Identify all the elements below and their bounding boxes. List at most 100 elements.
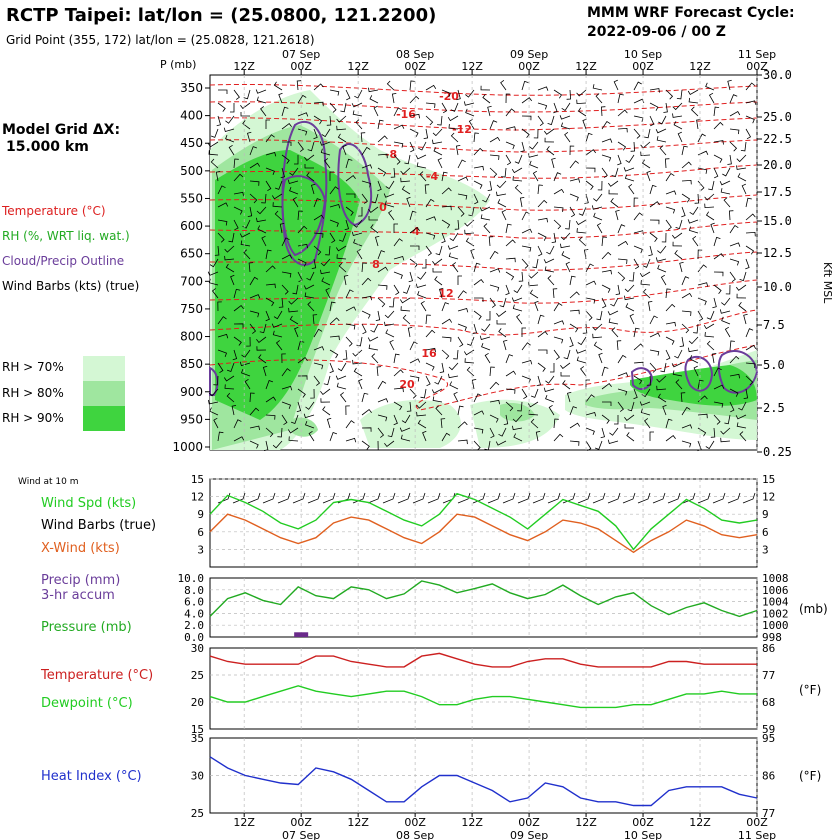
wind-barb <box>457 275 462 285</box>
wind-barb <box>457 290 467 299</box>
wind-barb <box>569 145 575 156</box>
wind-barb <box>601 284 611 293</box>
wind-barb <box>233 89 240 100</box>
wind-barb <box>373 105 379 117</box>
wind-barb <box>657 245 667 254</box>
wind-barb <box>246 336 251 347</box>
wind-barb <box>393 238 403 247</box>
wind-barb <box>249 440 259 449</box>
wind-barb <box>213 417 219 429</box>
wind-barb <box>537 314 545 325</box>
wind-barb <box>664 158 670 169</box>
rh-region-4 <box>470 399 560 448</box>
wind-barb <box>233 436 245 442</box>
wind-barb <box>601 167 608 179</box>
wind-barb <box>489 120 498 130</box>
wind-barb <box>450 132 459 143</box>
wind-barb <box>393 271 403 280</box>
wind-barb <box>230 274 235 286</box>
wind-barb <box>624 424 634 429</box>
wind-barb <box>708 92 715 104</box>
wind-barb <box>487 105 492 117</box>
wind-barb <box>278 92 283 104</box>
surface-wind-barb <box>712 492 726 504</box>
wind-barb <box>249 392 255 403</box>
wind-barb <box>402 284 411 294</box>
wind-barb <box>569 291 580 299</box>
pressure-tick-label: 800 <box>180 330 203 344</box>
wind-barb <box>639 271 651 278</box>
wind-barb <box>297 388 306 398</box>
wind-barb <box>729 355 740 364</box>
wind-barb <box>617 271 626 282</box>
wind-barb <box>457 405 464 416</box>
wind-barb <box>384 200 395 208</box>
legend-wind-barbs-true: Wind Barbs (true) <box>41 518 156 533</box>
wind-barb <box>377 266 389 273</box>
wind-barb <box>736 293 747 299</box>
wind-barb <box>553 302 563 312</box>
wind-barb <box>724 326 731 338</box>
model-grid-label: Model Grid ΔX: <box>2 122 120 138</box>
date-tick-label: 11 Sep <box>738 48 776 61</box>
wind-barb <box>472 323 477 335</box>
wind-barb <box>345 420 355 429</box>
wind-barb <box>505 284 510 296</box>
wind-barb <box>713 284 722 294</box>
wind-barb <box>340 102 347 113</box>
wind-barb <box>601 383 612 390</box>
wind-barb <box>225 115 235 124</box>
wind-barb <box>536 375 541 387</box>
wind-barb <box>729 271 736 283</box>
wind-barb <box>313 362 324 370</box>
wind-barb <box>576 356 587 364</box>
isotherm-label: -4 <box>426 170 439 183</box>
wind-barb <box>455 145 461 156</box>
wind-barb <box>271 193 283 200</box>
wind-barb <box>351 231 363 236</box>
wind-barb <box>713 367 722 377</box>
wind-barb <box>585 297 596 304</box>
wind-barb <box>569 178 581 183</box>
wind-barb <box>400 306 411 312</box>
wind-barb <box>434 375 443 385</box>
wind-barb <box>537 115 544 127</box>
bottom-hour-label: 00Z <box>404 816 426 829</box>
wind-barb <box>633 388 638 400</box>
wind-barb <box>409 375 420 382</box>
surface-wind-barb <box>262 492 276 504</box>
surface-wind-barb <box>577 492 591 504</box>
wind-barb <box>530 388 539 398</box>
wind-barb <box>313 83 324 91</box>
wind-barb <box>233 323 244 328</box>
wind-barb <box>393 284 400 296</box>
wind-barb <box>256 96 267 104</box>
precip-tick-label: 10.0 <box>178 572 205 585</box>
wind-barb <box>272 202 283 208</box>
surface-wind-barb <box>322 492 336 504</box>
legend-wind-speed: Wind Spd (kts) <box>41 496 136 511</box>
wind-barb <box>553 320 565 325</box>
wind-barb <box>371 193 379 204</box>
wind-barb <box>615 209 620 221</box>
wind-barb <box>505 370 517 377</box>
surface-wind-barb <box>697 492 711 504</box>
wind-barb <box>484 352 491 364</box>
wind-barb <box>593 341 603 351</box>
wind-barb <box>497 199 507 208</box>
wind-barb <box>655 257 667 262</box>
wind-barb <box>671 362 683 368</box>
wind-barb <box>680 392 686 403</box>
heat-index-tick-label: 30 <box>191 770 204 783</box>
pressure-tick-label-right: 1006 <box>762 584 789 597</box>
wind-barb <box>329 335 340 341</box>
wind-barb <box>576 228 587 234</box>
wind-barb <box>681 292 693 299</box>
wind-barb <box>729 242 741 247</box>
wind-barb <box>611 167 619 178</box>
legend-pressure: Pressure (mb) <box>41 620 132 635</box>
wind-barb <box>233 173 244 182</box>
wind-barb <box>233 304 244 312</box>
wind-barb <box>609 427 619 436</box>
isotherm-6 <box>209 221 758 239</box>
